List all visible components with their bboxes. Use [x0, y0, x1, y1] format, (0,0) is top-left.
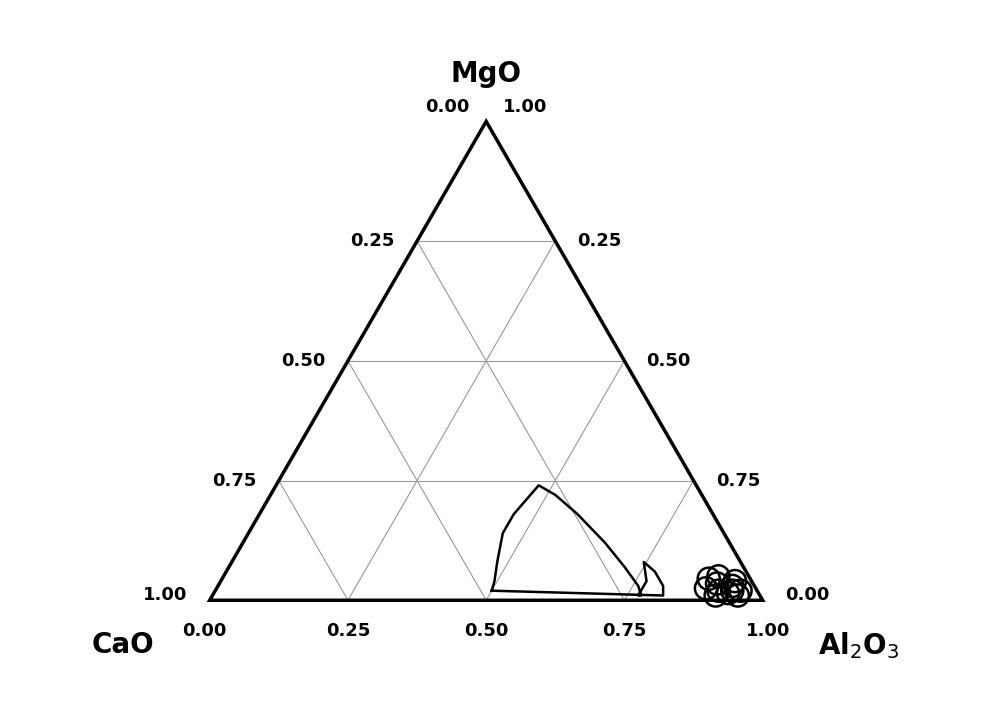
Text: 1.00: 1.00 [503, 98, 547, 116]
Text: 0.25: 0.25 [577, 232, 622, 250]
Text: 0.75: 0.75 [602, 622, 647, 640]
Text: 0.50: 0.50 [464, 622, 508, 640]
Text: 0.75: 0.75 [716, 471, 760, 489]
Text: Al$_2$O$_3$: Al$_2$O$_3$ [818, 631, 899, 661]
Text: 0.00: 0.00 [182, 622, 226, 640]
Text: 0.00: 0.00 [425, 98, 470, 116]
Text: 1.00: 1.00 [746, 622, 790, 640]
Text: 0.25: 0.25 [326, 622, 370, 640]
Text: 0.50: 0.50 [281, 352, 326, 370]
Text: 0.25: 0.25 [351, 232, 395, 250]
Text: CaO: CaO [92, 631, 154, 659]
Text: MgO: MgO [451, 60, 522, 88]
Text: 0.50: 0.50 [647, 352, 691, 370]
Text: 0.00: 0.00 [785, 586, 829, 604]
Text: 0.75: 0.75 [212, 471, 257, 489]
Text: 1.00: 1.00 [143, 586, 188, 604]
